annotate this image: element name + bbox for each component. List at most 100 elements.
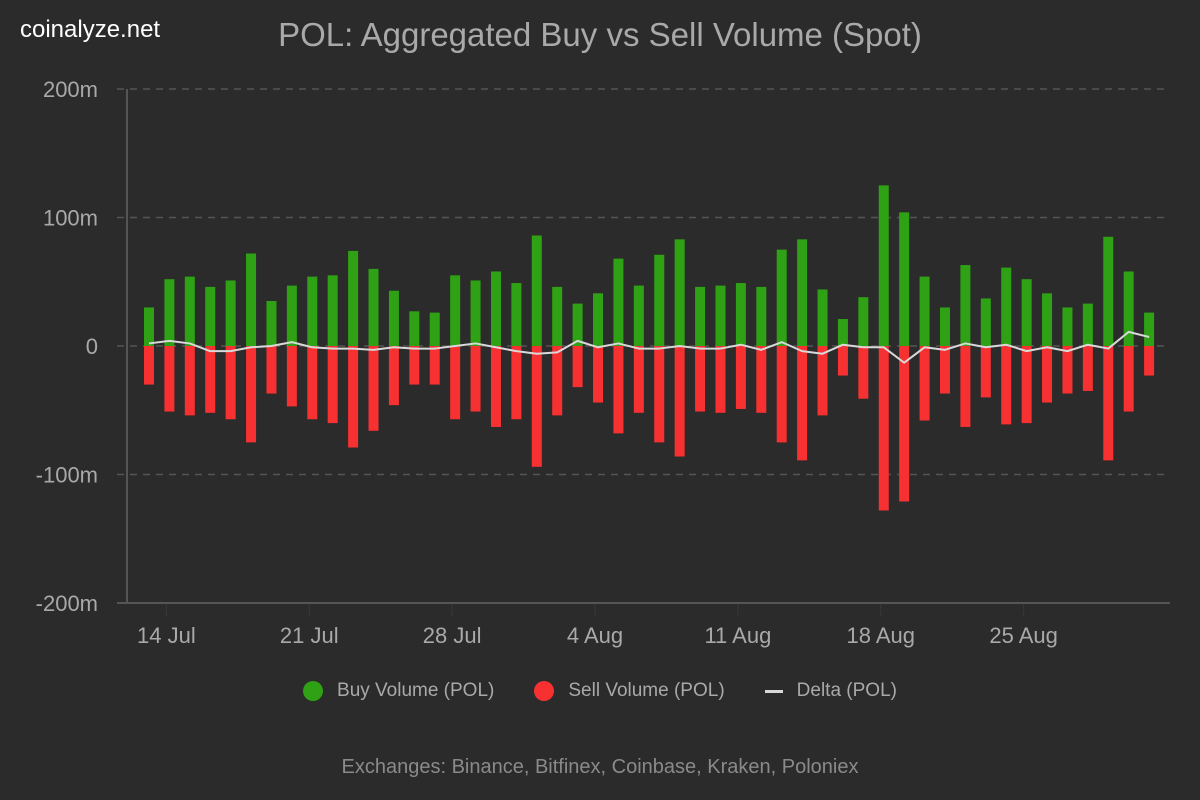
- buy-bar: [144, 307, 154, 346]
- sell-bar: [1001, 346, 1012, 425]
- chart-title: POL: Aggregated Buy vs Sell Volume (Spot…: [0, 16, 1200, 54]
- legend-item-buy[interactable]: Buy Volume (POL): [303, 680, 494, 702]
- sell-bar: [388, 346, 399, 406]
- sell-bar: [1021, 346, 1032, 424]
- buy-bar: [858, 297, 869, 346]
- legend-label-delta: Delta (POL): [796, 680, 897, 701]
- buy-bar: [246, 253, 257, 346]
- sell-bar: [490, 346, 501, 427]
- delta-line-icon: [764, 689, 783, 693]
- sell-bar: [266, 346, 277, 394]
- x-tick-label: 18 Aug: [847, 623, 916, 648]
- buy-bar: [184, 276, 195, 346]
- sell-bar: [919, 346, 930, 421]
- buy-bar: [613, 258, 624, 346]
- buy-bar: [205, 286, 216, 346]
- buy-bar: [1021, 279, 1032, 346]
- buy-bar: [1103, 236, 1114, 346]
- buy-bar: [960, 265, 971, 346]
- x-tick-label: 14 Jul: [137, 623, 196, 648]
- sell-bar: [960, 346, 971, 427]
- buy-bar: [654, 254, 665, 346]
- sell-bar: [470, 346, 481, 412]
- buy-bar: [388, 290, 399, 346]
- sell-bar: [1123, 346, 1134, 412]
- sell-bar: [776, 346, 787, 443]
- sell-bar: [225, 346, 236, 420]
- buy-bar: [735, 283, 746, 346]
- sell-bar: [899, 346, 910, 502]
- legend-item-sell[interactable]: Sell Volume (POL): [534, 680, 725, 702]
- legend-item-delta[interactable]: Delta (POL): [764, 680, 897, 702]
- buy-bar: [1062, 307, 1073, 346]
- sell-bar: [715, 346, 726, 413]
- y-tick-label: -200m: [36, 591, 98, 616]
- sell-bar: [368, 346, 379, 431]
- exchanges-footnote: Exchanges: Binance, Bitfinex, Coinbase, …: [341, 756, 859, 778]
- sell-bar: [939, 346, 950, 394]
- sell-bar: [409, 346, 420, 385]
- buy-bar: [674, 239, 685, 346]
- buy-bar: [409, 311, 420, 346]
- sell-bar: [144, 346, 154, 385]
- sell-bar: [164, 346, 175, 412]
- buy-bar: [307, 276, 318, 346]
- buy-bar: [470, 280, 481, 346]
- x-tick-label: 25 Aug: [989, 623, 1058, 648]
- y-tick-label: 100m: [43, 206, 98, 231]
- buy-bar: [572, 303, 583, 346]
- sell-bar: [735, 346, 746, 409]
- buy-bar: [878, 185, 889, 346]
- sell-bar: [1062, 346, 1073, 394]
- buy-bar: [266, 301, 277, 346]
- sell-bar: [205, 346, 216, 413]
- axes: [117, 89, 1170, 604]
- legend: Buy Volume (POL) Sell Volume (POL) Delta…: [0, 680, 1200, 702]
- sell-bar: [246, 346, 257, 443]
- buy-bar: [695, 286, 706, 346]
- buy-bar: [1001, 267, 1012, 346]
- buy-bar: [715, 285, 726, 346]
- sell-bar: [797, 346, 808, 461]
- sell-bar: [348, 346, 359, 448]
- sell-bar: [531, 346, 542, 467]
- buy-bar: [552, 286, 563, 346]
- sell-bar: [450, 346, 461, 420]
- sell-bar: [286, 346, 297, 407]
- sell-bar: [1103, 346, 1114, 461]
- bars: [144, 185, 1155, 511]
- sell-bar: [878, 346, 889, 511]
- sell-bar: [511, 346, 522, 420]
- sell-bar: [674, 346, 685, 457]
- buy-bar: [429, 312, 440, 346]
- buy-bar: [1144, 312, 1155, 346]
- buy-bar: [980, 298, 991, 346]
- buy-bar: [817, 289, 828, 346]
- sell-bar: [593, 346, 604, 403]
- x-tick-label: 21 Jul: [280, 623, 339, 648]
- x-tick-label: 4 Aug: [567, 623, 623, 648]
- x-tick-label: 11 Aug: [704, 623, 771, 648]
- sell-bar: [572, 346, 583, 388]
- sell-bar: [1042, 346, 1053, 403]
- y-tick-label: -100m: [36, 463, 98, 488]
- x-axis-ticks: 14 Jul 21 Jul 28 Jul 4 Aug 11 Aug 18 Aug 25 Au…: [137, 605, 1058, 648]
- sell-bar: [1144, 346, 1155, 376]
- sell-bar: [552, 346, 563, 416]
- sell-bar: [1082, 346, 1093, 391]
- buy-bar: [797, 239, 808, 346]
- brand-logo-text[interactable]: coinalyze.net: [20, 16, 161, 43]
- buy-bar: [348, 250, 359, 346]
- sell-bar: [756, 346, 767, 413]
- sell-bar: [980, 346, 991, 398]
- sell-bar: [429, 346, 440, 385]
- buy-dot-icon: [303, 681, 324, 701]
- buy-bar: [1123, 271, 1134, 346]
- buy-bar: [919, 276, 930, 346]
- delta-line: [148, 330, 1150, 364]
- sell-bar: [837, 346, 848, 376]
- legend-label-sell: Sell Volume (POL): [568, 680, 725, 701]
- y-axis-ticks: 200m 100m 0 -100m -200m: [36, 77, 98, 616]
- sell-bar: [327, 346, 338, 424]
